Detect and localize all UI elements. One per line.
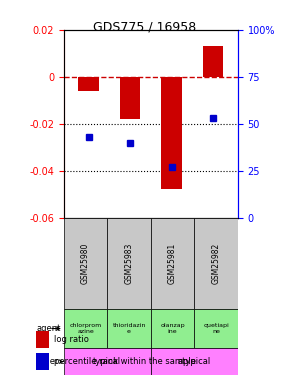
Bar	[64, 217, 107, 309]
Bar	[151, 309, 194, 348]
Text: GSM25981: GSM25981	[168, 243, 177, 284]
Bar	[120, 77, 140, 119]
Bar	[203, 46, 223, 77]
Bar	[151, 217, 194, 309]
Text: other: other	[37, 357, 63, 366]
Bar	[37, 331, 49, 348]
Bar	[194, 309, 238, 348]
Text: percentile rank within the sample: percentile rank within the sample	[54, 357, 196, 366]
Text: olanzap
ine: olanzap ine	[160, 323, 185, 334]
Bar	[161, 77, 182, 189]
Text: agent: agent	[37, 324, 61, 333]
Bar	[194, 217, 238, 309]
Text: GSM25982: GSM25982	[211, 243, 221, 284]
Text: thioridazin
e: thioridazin e	[112, 323, 146, 334]
Text: log ratio: log ratio	[54, 335, 88, 344]
Bar	[151, 348, 238, 375]
Bar	[37, 353, 49, 370]
Bar	[107, 309, 151, 348]
Text: GDS775 / 16958: GDS775 / 16958	[93, 21, 197, 34]
Bar	[78, 77, 99, 91]
Text: typical: typical	[93, 357, 121, 366]
Bar	[64, 348, 151, 375]
Bar	[107, 217, 151, 309]
Text: GSM25980: GSM25980	[81, 243, 90, 284]
Text: atypical: atypical	[178, 357, 211, 366]
Text: chlorprom
azine: chlorprom azine	[69, 323, 102, 334]
Text: quetiapi
ne: quetiapi ne	[203, 323, 229, 334]
Bar	[64, 309, 107, 348]
Text: GSM25983: GSM25983	[124, 243, 134, 284]
